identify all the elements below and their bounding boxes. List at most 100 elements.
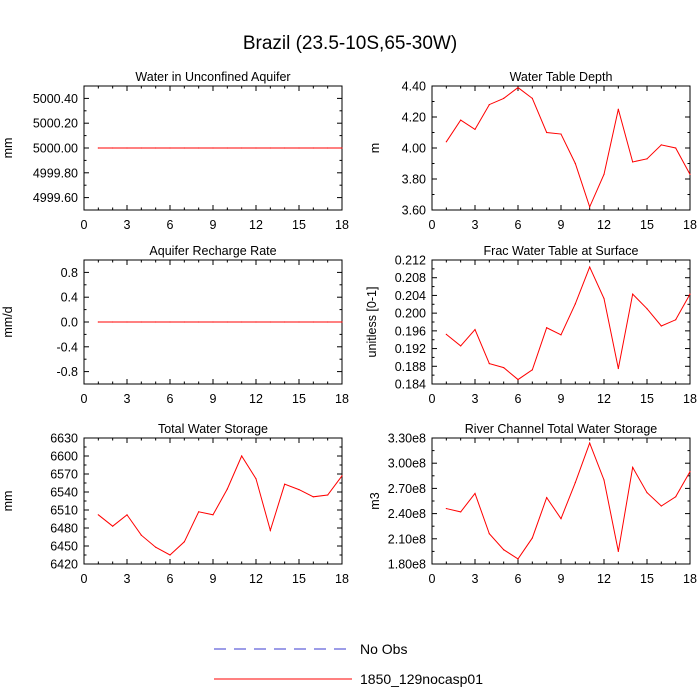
x-tick-label: 12 [249, 392, 263, 406]
x-tick-label: 12 [597, 572, 611, 586]
data-point [341, 147, 343, 149]
chart-panel: Aquifer Recharge Rate mm/d 0 3 6 9 12 15 18 -0.8 -… [1, 244, 349, 406]
x-tick-label: 0 [81, 392, 88, 406]
x-tick-label: 18 [683, 572, 697, 586]
data-point [503, 97, 505, 99]
panel-title: River Channel Total Water Storage [465, 422, 658, 436]
data-point [97, 321, 99, 323]
x-tick-label: 18 [335, 218, 349, 232]
data-point [298, 147, 300, 149]
chart-panel: Frac Water Table at Surface unitless [0-1… [365, 244, 697, 406]
x-tick-label: 3 [124, 572, 131, 586]
y-tick-label: 5000.00 [33, 142, 78, 156]
x-tick-label: 6 [167, 572, 174, 586]
data-point [632, 293, 634, 295]
data-point [284, 483, 286, 485]
panel-title: Water in Unconfined Aquifer [135, 70, 290, 84]
plot-frame [431, 85, 691, 211]
x-tick-label: 0 [429, 392, 436, 406]
x-tick-label: 6 [515, 218, 522, 232]
x-tick-label: 12 [597, 392, 611, 406]
y-tick-label: 4999.80 [33, 166, 78, 180]
data-point [460, 345, 462, 347]
data-point [646, 492, 648, 494]
data-point [517, 86, 519, 89]
x-tick-label: 9 [558, 392, 565, 406]
chart-panel: Total Water Storage mm 0 3 6 9 12 15 18 6420 6450 6… [1, 422, 349, 586]
data-point [140, 534, 142, 536]
data-point [341, 321, 343, 323]
data-point [140, 147, 142, 149]
data-point [126, 514, 128, 516]
y-tick-label: 0.184 [395, 378, 426, 392]
data-point [445, 333, 447, 335]
x-tick-label: 0 [81, 572, 88, 586]
data-point [198, 321, 200, 323]
data-point [298, 321, 300, 323]
x-tick-label: 3 [472, 392, 479, 406]
data-point [112, 321, 114, 323]
data-point [488, 533, 490, 535]
plot-frame [431, 437, 691, 565]
x-tick-label: 6 [167, 218, 174, 232]
x-tick-label: 0 [429, 572, 436, 586]
data-point [589, 206, 591, 208]
y-tick-label: 4.40 [402, 80, 426, 94]
data-point [140, 321, 142, 323]
data-point [675, 319, 677, 321]
y-tick-label: 1.80e8 [388, 558, 426, 572]
x-tick-label: 6 [515, 392, 522, 406]
y-axis-label: mm [1, 138, 15, 159]
x-tick-label: 18 [335, 392, 349, 406]
data-point [574, 303, 576, 305]
x-tick-label: 12 [597, 218, 611, 232]
data-point [603, 479, 605, 481]
data-point [560, 518, 562, 520]
data-point [169, 147, 171, 149]
data-point [675, 496, 677, 498]
data-point [488, 104, 490, 106]
y-tick-label: 6480 [50, 522, 78, 536]
x-tick-label: 18 [683, 218, 697, 232]
data-point [689, 471, 691, 473]
data-point [574, 481, 576, 484]
y-tick-label: 6450 [50, 540, 78, 554]
data-point [169, 321, 171, 323]
y-tick-label: 0.204 [395, 289, 426, 303]
series-line [446, 441, 691, 560]
series-line [446, 265, 691, 381]
data-point [445, 507, 447, 510]
data-point [155, 321, 157, 323]
data-point [660, 325, 662, 327]
data-point [574, 162, 576, 165]
y-tick-label: 6540 [50, 486, 78, 500]
x-tick-label: 15 [292, 218, 306, 232]
y-tick-label: 0.196 [395, 324, 426, 338]
data-point [689, 173, 691, 175]
y-tick-label: 0.212 [395, 254, 426, 268]
data-point [298, 489, 300, 491]
y-tick-label: 0.0 [61, 316, 78, 330]
chart-panel: River Channel Total Water Storage m3 0 3 6 9 1… [368, 422, 697, 586]
y-tick-label: 3.30e8 [388, 432, 426, 446]
panel-title: Frac Water Table at Surface [484, 244, 639, 258]
data-point [675, 147, 677, 149]
x-tick-label: 0 [81, 218, 88, 232]
data-point [517, 558, 519, 560]
panel-title: Aquifer Recharge Rate [149, 244, 276, 258]
data-point [646, 308, 648, 310]
y-tick-label: 0.4 [61, 291, 78, 305]
panel-title: Total Water Storage [158, 422, 268, 436]
data-point [241, 455, 243, 457]
x-tick-label: 9 [210, 572, 217, 586]
data-point [97, 514, 99, 516]
x-tick-label: 3 [124, 392, 131, 406]
x-tick-label: 15 [292, 572, 306, 586]
data-point [284, 147, 286, 149]
data-point [660, 505, 662, 507]
data-point [503, 549, 505, 551]
data-point [112, 147, 114, 149]
y-tick-label: 4.20 [402, 111, 426, 125]
data-point [560, 133, 562, 135]
